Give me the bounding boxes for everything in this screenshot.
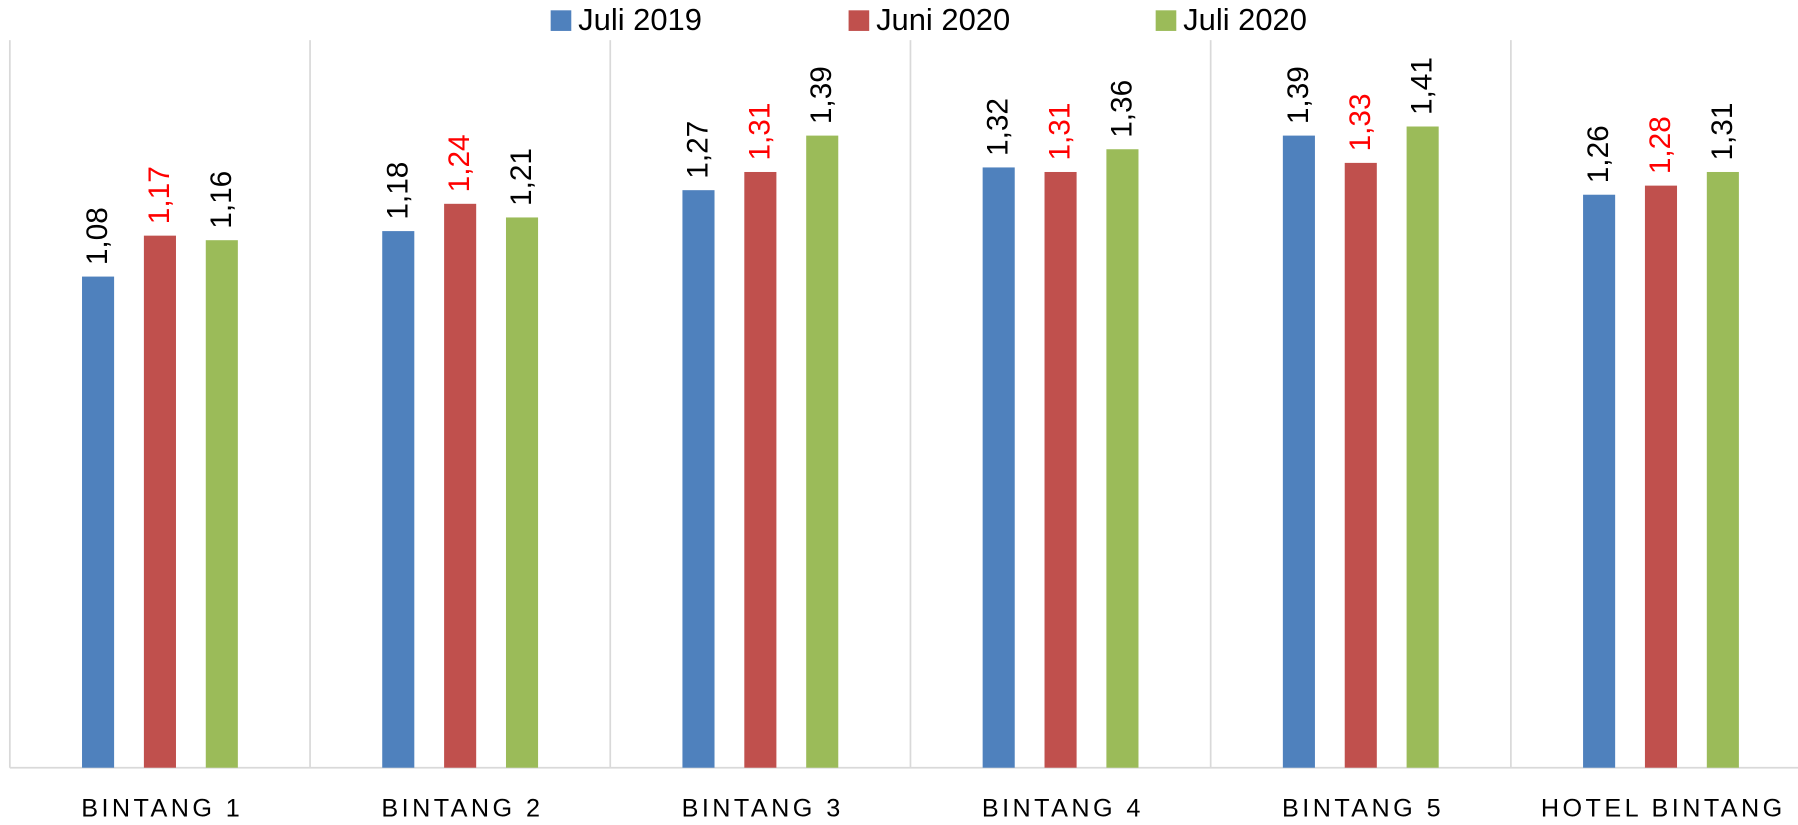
bar [205, 240, 238, 768]
x-tick-label: BINTANG 5 [1282, 795, 1444, 823]
data-label: 1,32 [982, 98, 1015, 156]
bar [382, 231, 415, 768]
data-label: 1,17 [143, 166, 176, 224]
bar [1583, 194, 1616, 768]
legend-swatch [1155, 10, 1177, 31]
data-label: 1,36 [1105, 80, 1138, 138]
data-label: 1,33 [1344, 93, 1377, 151]
data-label: 1,31 [1044, 103, 1077, 161]
bar [1344, 162, 1377, 768]
x-tick-label: BINTANG 1 [81, 795, 243, 823]
data-label: 1,24 [443, 134, 476, 192]
bar [1406, 126, 1439, 768]
data-label: 1,28 [1644, 116, 1677, 174]
bar [1706, 171, 1739, 768]
data-label: 1,26 [1582, 125, 1615, 183]
bar [682, 190, 715, 768]
data-label: 1,16 [205, 171, 238, 229]
data-label: 1,39 [1282, 66, 1315, 124]
bar [143, 235, 176, 768]
legend-swatch [848, 10, 870, 31]
data-label: 1,18 [381, 162, 414, 220]
data-label: 1,27 [682, 121, 715, 179]
x-tick-label: BINTANG 3 [682, 795, 844, 823]
bar [1644, 185, 1678, 768]
legend-label: Juli 2019 [578, 2, 702, 37]
data-label: 1,39 [805, 66, 838, 124]
bar [744, 171, 777, 768]
data-label: 1,31 [743, 103, 776, 161]
legend-label: Juni 2020 [876, 2, 1010, 37]
bar [505, 217, 539, 768]
legend-label: Juli 2020 [1183, 2, 1307, 37]
bar [1106, 149, 1139, 768]
x-tick-label: BINTANG 2 [381, 795, 543, 823]
bar [1282, 135, 1315, 768]
data-label: 1,21 [505, 148, 538, 206]
data-label: 1,08 [81, 207, 114, 265]
x-tick-label: BINTANG 4 [982, 795, 1144, 823]
data-label: 1,31 [1706, 103, 1739, 161]
x-tick-label: HOTEL BINTANG [1541, 795, 1786, 823]
bar [1044, 171, 1077, 768]
bar [444, 203, 477, 768]
bar [982, 167, 1015, 768]
bar [806, 135, 839, 768]
legend-swatch [550, 10, 572, 31]
data-label: 1,41 [1406, 57, 1439, 115]
bar [82, 276, 115, 768]
